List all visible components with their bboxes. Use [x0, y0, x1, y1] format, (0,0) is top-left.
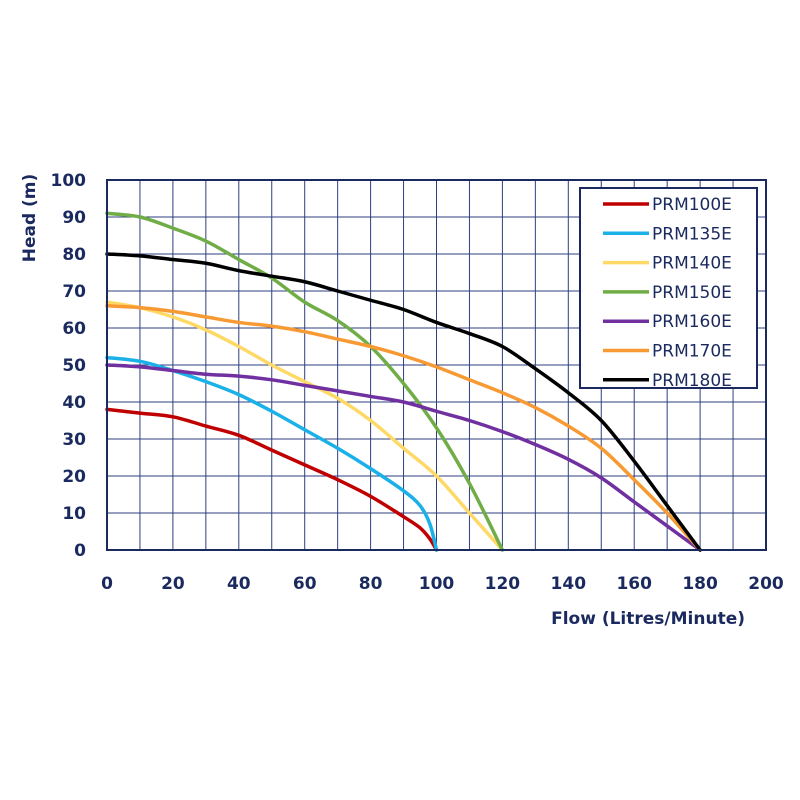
- x-tick-label: 100: [419, 574, 455, 594]
- series-line-prm100e: [105, 407, 439, 552]
- series-line-prm150e: [105, 211, 505, 552]
- y-tick-label: 0: [74, 541, 86, 561]
- x-tick-label: 160: [616, 574, 652, 594]
- x-axis-ticks: 0 20 40 60 80 100 120 140 160 180 200: [101, 574, 784, 594]
- legend-label: PRM140E: [652, 254, 732, 274]
- y-tick-label: 20: [62, 467, 86, 487]
- x-tick-label: 20: [161, 574, 185, 594]
- y-tick-label: 90: [62, 208, 86, 228]
- legend-label: PRM170E: [652, 342, 732, 362]
- series-line-prm180e: [105, 252, 702, 552]
- x-tick-label: 200: [748, 574, 784, 594]
- x-axis-title: Flow (Litres/Minute): [551, 609, 745, 629]
- series-line-prm170e: [105, 304, 702, 552]
- x-tick-label: 120: [485, 574, 521, 594]
- y-tick-label: 50: [62, 356, 86, 376]
- legend-label: PRM160E: [652, 312, 732, 332]
- legend: PRM100E PRM135E PRM140E PRM150E PRM160E PRM17…: [579, 187, 758, 391]
- y-tick-label: 100: [51, 171, 87, 191]
- y-axis-ticks: 0 10 20 30 40 50 60 70 80 90 100: [51, 171, 87, 561]
- x-tick-label: 140: [551, 574, 587, 594]
- y-tick-label: 30: [62, 430, 86, 450]
- y-tick-label: 80: [62, 245, 86, 265]
- y-tick-label: 10: [62, 504, 86, 524]
- plot-frame: [106, 179, 767, 551]
- y-tick-label: 60: [62, 319, 86, 339]
- y-tick-label: 70: [62, 282, 86, 302]
- x-tick-label: 80: [359, 574, 383, 594]
- legend-label: PRM135E: [652, 224, 732, 244]
- legend-label: PRM180E: [652, 371, 732, 391]
- series-lines: [105, 211, 702, 552]
- legend-box: [579, 187, 758, 389]
- x-tick-label: 60: [293, 574, 317, 594]
- x-tick-label: 0: [101, 574, 113, 594]
- y-axis-title: Head (m): [20, 174, 40, 263]
- series-line-prm160e: [105, 363, 702, 552]
- y-tick-label: 40: [62, 393, 86, 413]
- x-tick-label: 40: [227, 574, 251, 594]
- legend-label: PRM150E: [652, 283, 732, 303]
- legend-label: PRM100E: [652, 195, 732, 215]
- x-tick-label: 180: [682, 574, 718, 594]
- series-line-prm140e: [105, 300, 505, 552]
